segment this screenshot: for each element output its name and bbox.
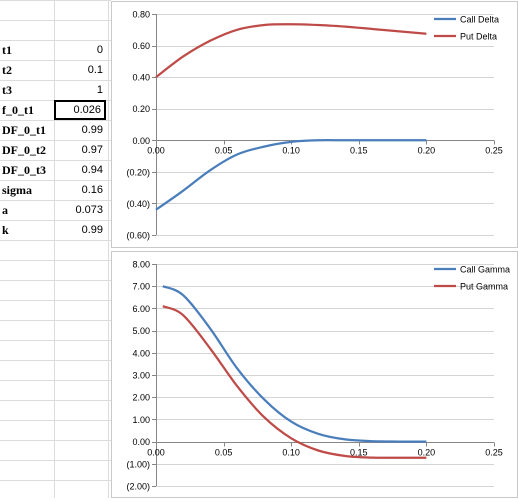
x-tick-label: 0.05 [215, 448, 233, 458]
sheet-selected-value-cell[interactable]: 0.026 [54, 100, 106, 120]
y-tick-label: 3.00 [132, 371, 150, 381]
series-line-put-delta [155, 23, 427, 78]
delta-chart-svg: 0.80 0.60 0.40 0.20 0.00 (0.20) (0.40) (0.60) 0.… [126, 10, 503, 241]
gamma-chart-svg: 8.007.006.005.004.003.002.001.000.00(1.0… [126, 260, 510, 492]
y-tick-label: 5.00 [132, 326, 150, 336]
y-tick-label: 7.00 [132, 282, 150, 292]
y-tick-label: 0.20 [132, 104, 150, 114]
sheet-label-cell[interactable]: DF_0_t3 [2, 163, 46, 177]
sheet-value-cell[interactable]: 0 [96, 44, 103, 56]
x-tick-label: 0.00 [147, 146, 165, 156]
x-tick-label: 0.20 [418, 448, 436, 458]
series-line-call-delta [155, 139, 427, 211]
y-tick-label: (0.60) [126, 231, 150, 241]
sheet-value-cell[interactable]: 1 [96, 84, 103, 96]
x-tick-label: 0.25 [485, 146, 503, 156]
sheet-label-cell[interactable]: t1 [2, 43, 12, 57]
y-tick-label: 8.00 [132, 260, 150, 270]
sheet-label-cell[interactable]: f_0_t1 [2, 103, 34, 117]
y-tick-label: 2.00 [132, 393, 150, 403]
legend-label: Put Gamma [460, 282, 508, 292]
gamma-chart[interactable]: 8.00 7.00 6.00 5.00 4.00 3.00 2.00 1.00 0.00 (1.0… [111, 251, 518, 498]
y-tick-label: 0.80 [132, 10, 150, 20]
y-tick-label: (1.00) [126, 459, 150, 469]
series-line-call-gamma [162, 285, 427, 443]
delta-chart[interactable]: 0.80 0.60 0.40 0.20 0.00 (0.20) (0.40) (0.60) 0.… [111, 1, 518, 248]
sheet-value-cell[interactable]: 0.97 [81, 144, 103, 156]
x-tick-label: 0.15 [350, 146, 368, 156]
x-tick-label: 0.00 [147, 448, 165, 458]
sheet-value-cell[interactable]: 0.99 [81, 224, 103, 236]
y-tick-label: 1.00 [132, 415, 150, 425]
sheet-label-cell[interactable]: k [2, 223, 9, 237]
x-tick-label: 0.15 [350, 448, 368, 458]
sheet-value-cell[interactable]: 0.94 [81, 164, 103, 176]
sheet-value-cell[interactable]: 0.99 [81, 124, 103, 136]
y-tick-label: 0.00 [132, 437, 150, 447]
sheet-label-cell[interactable]: a [2, 203, 8, 217]
sheet-value-cell[interactable]: 0.16 [81, 184, 103, 196]
y-tick-label: 4.00 [132, 348, 150, 358]
sheet-value-cell[interactable]: 0.073 [75, 204, 103, 216]
sheet-label-cell[interactable]: DF_0_t1 [2, 123, 46, 137]
x-tick-label: 0.25 [485, 448, 503, 458]
y-tick-label: (2.00) [126, 482, 150, 492]
legend-label: Call Delta [460, 15, 499, 25]
sheet-label-cell[interactable]: sigma [2, 183, 32, 197]
x-tick-label: 0.10 [282, 146, 300, 156]
y-tick-label: 0.40 [132, 73, 150, 83]
x-tick-label: 0.10 [282, 448, 300, 458]
legend-label: Call Gamma [460, 265, 510, 275]
y-tick-label: 6.00 [132, 304, 150, 314]
y-tick-label: (0.40) [126, 199, 150, 209]
y-tick-label: 0.00 [132, 136, 150, 146]
series-line-put-gamma [162, 305, 427, 459]
x-tick-label: 0.05 [215, 146, 233, 156]
y-tick-label: (0.20) [126, 167, 150, 177]
legend-label: Put Delta [460, 32, 497, 42]
y-tick-label: 0.60 [132, 41, 150, 51]
sheet-label-cell[interactable]: t2 [2, 63, 12, 77]
sheet-label-cell[interactable]: DF_0_t2 [2, 143, 46, 157]
x-tick-label: 0.20 [418, 146, 436, 156]
sheet-label-cell[interactable]: t3 [2, 83, 12, 97]
sheet-value-cell[interactable]: 0.1 [87, 64, 103, 76]
